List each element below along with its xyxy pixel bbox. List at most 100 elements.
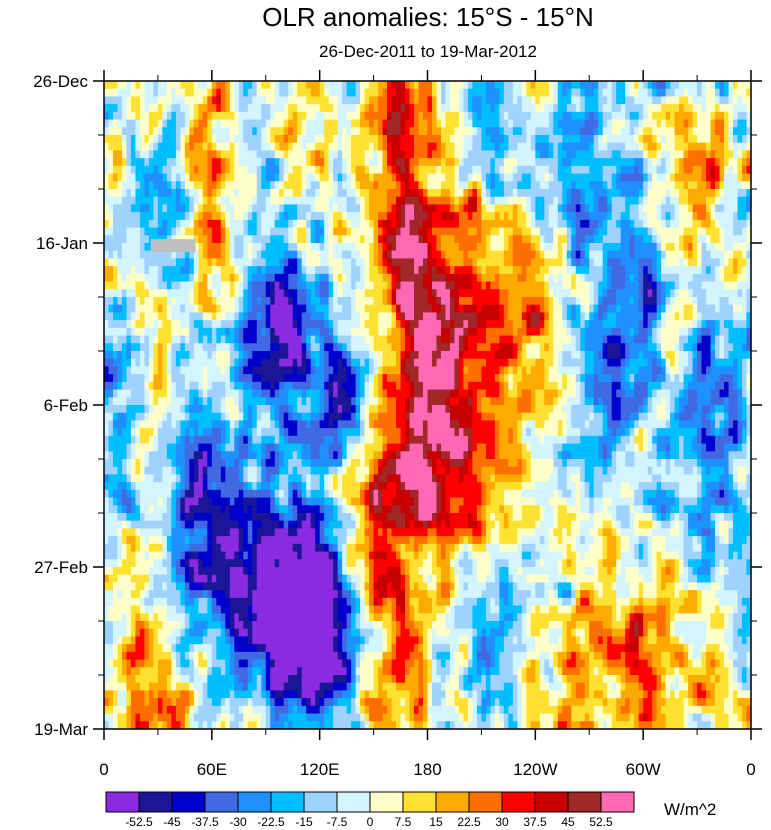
heatmap-cell xyxy=(647,266,653,275)
heatmap-cell xyxy=(548,250,554,260)
heatmap-cell xyxy=(625,312,631,321)
heatmap-cell xyxy=(638,243,644,252)
heatmap-cell xyxy=(256,320,262,329)
heatmap-cell xyxy=(261,88,267,98)
heatmap-cell xyxy=(126,335,132,344)
heatmap-cell xyxy=(148,204,155,213)
heatmap-cell xyxy=(423,335,429,344)
heatmap-cell xyxy=(378,150,384,159)
heatmap-cell xyxy=(153,273,159,283)
heatmap-cell xyxy=(171,96,177,105)
heatmap-cell xyxy=(333,135,339,144)
heatmap-cell xyxy=(211,165,217,175)
heatmap-cell xyxy=(360,158,366,167)
heatmap-cell xyxy=(283,127,289,136)
heatmap-cell xyxy=(481,111,487,121)
heatmap-cell xyxy=(121,212,128,221)
heatmap-cell xyxy=(391,312,397,321)
heatmap-cell xyxy=(557,173,563,182)
heatmap-cell xyxy=(656,196,662,206)
heatmap-cell xyxy=(117,266,123,275)
heatmap-cell xyxy=(274,150,280,159)
heatmap-cell xyxy=(665,204,671,213)
heatmap-cell xyxy=(207,181,213,190)
heatmap-cell xyxy=(310,119,316,128)
heatmap-cell xyxy=(598,273,604,283)
heatmap-cell xyxy=(306,243,312,252)
heatmap-cell xyxy=(315,189,321,198)
heatmap-cell xyxy=(216,281,222,290)
heatmap-cell xyxy=(427,204,433,213)
heatmap-cell xyxy=(472,219,478,229)
heatmap-cell xyxy=(674,111,680,121)
heatmap-cell xyxy=(584,304,590,314)
heatmap-cell xyxy=(598,320,604,329)
heatmap-cell xyxy=(517,165,523,175)
heatmap-cell xyxy=(229,281,235,290)
heatmap-cell xyxy=(243,165,249,175)
heatmap-cell xyxy=(611,235,617,244)
heatmap-cell xyxy=(517,189,523,198)
heatmap-cell xyxy=(355,142,361,152)
heatmap-cell xyxy=(216,173,222,182)
heatmap-cell xyxy=(104,181,110,190)
heatmap-cell xyxy=(189,258,195,267)
heatmap-cell xyxy=(108,243,114,252)
heatmap-cell xyxy=(351,81,357,90)
heatmap-cell xyxy=(166,250,172,260)
heatmap-cell xyxy=(571,235,577,244)
heatmap-cell xyxy=(467,104,474,113)
heatmap-cell xyxy=(104,258,110,267)
heatmap-cell xyxy=(297,212,303,221)
heatmap-cell xyxy=(589,243,595,252)
heatmap-cell xyxy=(211,335,217,344)
heatmap-cell xyxy=(355,165,361,175)
heatmap-cell xyxy=(463,111,469,121)
heatmap-cell xyxy=(436,235,442,244)
heatmap-cell xyxy=(661,165,667,175)
heatmap-cell xyxy=(512,266,518,275)
heatmap-cell xyxy=(166,312,172,321)
heatmap-cell xyxy=(256,88,262,98)
heatmap-cell xyxy=(670,81,676,90)
heatmap-cell xyxy=(171,273,177,283)
heatmap-cell xyxy=(175,150,181,159)
heatmap-cell xyxy=(683,158,689,167)
heatmap-cell xyxy=(431,165,438,175)
heatmap-cell xyxy=(202,297,208,306)
heatmap-cell xyxy=(234,196,240,206)
heatmap-cell xyxy=(715,135,721,144)
heatmap-cell xyxy=(544,150,550,159)
heatmap-cell xyxy=(337,289,343,298)
heatmap-cell xyxy=(544,281,550,290)
heatmap-cell xyxy=(724,196,730,206)
heatmap-cell xyxy=(571,304,577,314)
heatmap-cell xyxy=(746,320,752,329)
heatmap-cell xyxy=(369,81,375,90)
heatmap-cell xyxy=(184,258,190,267)
heatmap-cell xyxy=(643,204,649,213)
heatmap-cell xyxy=(481,135,487,144)
heatmap-cell xyxy=(396,212,402,221)
heatmap-cell xyxy=(544,204,550,213)
heatmap-cell xyxy=(458,327,465,337)
heatmap-cell xyxy=(611,104,617,113)
heatmap-cell xyxy=(665,320,671,329)
heatmap-cell xyxy=(670,158,676,167)
heatmap-cell xyxy=(503,81,509,90)
heatmap-cell xyxy=(148,320,155,329)
heatmap-cell xyxy=(238,297,244,306)
heatmap-cell xyxy=(593,165,599,175)
heatmap-cell xyxy=(382,196,388,206)
heatmap-cell xyxy=(252,189,258,198)
heatmap-cell xyxy=(418,104,424,113)
heatmap-cell xyxy=(175,327,181,337)
heatmap-cell xyxy=(369,281,375,290)
heatmap-cell xyxy=(503,212,509,221)
heatmap-cell xyxy=(440,281,447,290)
heatmap-cell xyxy=(166,119,172,128)
heatmap-cell xyxy=(328,289,334,298)
heatmap-cell xyxy=(297,189,303,198)
heatmap-cell xyxy=(324,88,330,98)
heatmap-cell xyxy=(301,189,307,198)
